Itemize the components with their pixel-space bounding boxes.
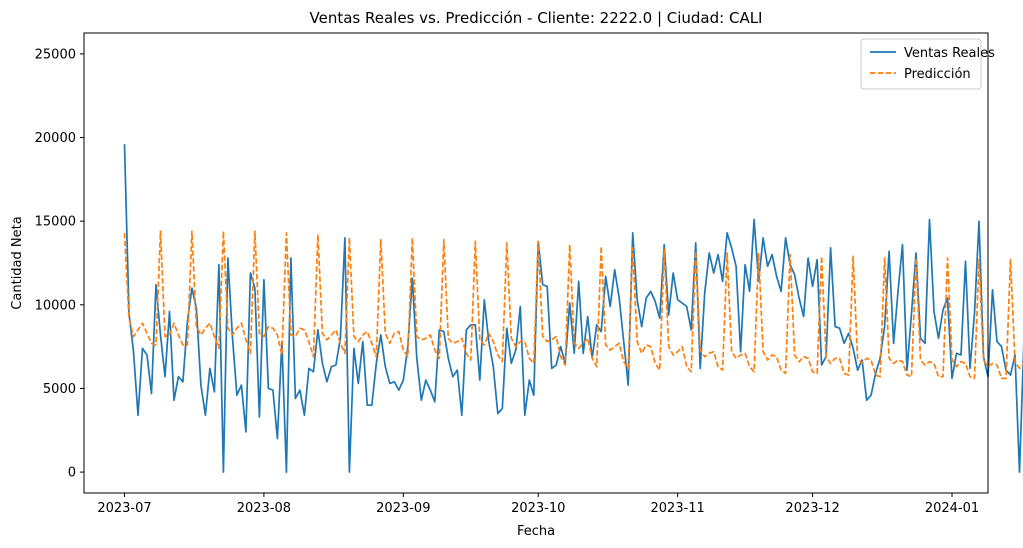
axes-frame — [83, 32, 989, 494]
x-tick-label: 2023-07 — [97, 501, 151, 516]
x-tick-label: 2023-08 — [237, 501, 291, 516]
plot-area — [83, 32, 1023, 494]
y-tick-label: 5000 — [43, 382, 76, 397]
x-axis-label: Fecha — [517, 524, 555, 539]
legend-label-2: Predicción — [904, 67, 971, 82]
y-tick-label: 15000 — [35, 215, 76, 230]
series-line-2 — [123, 230, 1023, 380]
y-tick-label: 20000 — [35, 131, 76, 146]
x-tick-label: 2023-11 — [651, 501, 705, 516]
x-tick-label: 2024-01 — [925, 501, 979, 516]
x-tick-label: 2023-12 — [785, 501, 839, 516]
y-tick-label: 10000 — [35, 298, 76, 313]
axis-ticks: 2023-07 2023-08 2023-09 2023-10 2023-11 2023-… — [35, 47, 980, 516]
legend: Ventas Reales Predicción — [860, 38, 995, 90]
y-axis-label: Cantidad Neta — [10, 216, 25, 309]
x-tick-label: 2023-09 — [376, 501, 430, 516]
series-line-1 — [123, 144, 1023, 473]
legend-label-1: Ventas Reales — [904, 46, 995, 61]
y-tick-label: 25000 — [35, 47, 76, 62]
chart-title: Ventas Reales vs. Predicción - Cliente: … — [310, 9, 763, 27]
y-tick-label: 0 — [68, 466, 76, 481]
x-tick-label: 2023-10 — [511, 501, 565, 516]
